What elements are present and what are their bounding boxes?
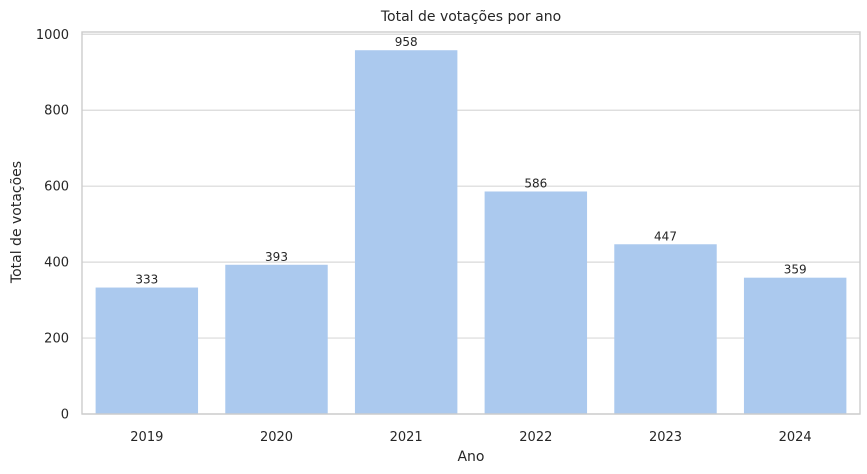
y-tick-label: 1000: [36, 28, 69, 43]
grid-layer: [82, 33, 860, 415]
chart-title: Total de votações por ano: [380, 9, 561, 25]
x-tick-label: 2023: [649, 430, 682, 445]
data-label-2022: 586: [524, 176, 547, 190]
y-tick-label: 0: [61, 408, 69, 423]
data-label-2021: 958: [395, 35, 418, 49]
data-label-2019: 333: [135, 273, 158, 287]
y-tick-label: 200: [44, 332, 69, 347]
x-tick-label: 2021: [390, 430, 423, 445]
data-label-2024: 359: [784, 263, 807, 277]
bar-2022: [484, 191, 588, 414]
y-tick-label: 800: [44, 104, 69, 119]
bar-2019: [95, 287, 199, 414]
plot-frame: [81, 31, 861, 415]
data-label-2023: 447: [654, 229, 677, 243]
y-tick-label: 400: [44, 256, 69, 271]
bar-2023: [614, 244, 717, 414]
y-tick-label: 600: [44, 180, 69, 195]
labels-layer: 333 393 958 586 447 359: [135, 35, 806, 286]
bar-2021: [354, 50, 458, 415]
x-tick-label: 2024: [779, 430, 812, 445]
data-label-2020: 393: [265, 250, 288, 264]
x-tick-label: 2020: [260, 430, 293, 445]
bars-layer: [95, 50, 847, 415]
x-tick-label: 2022: [519, 430, 552, 445]
x-axis-label: Ano: [457, 449, 484, 465]
axes-layer: 0 200 400 600 800 1000 2019 2020 2021 2022 2023 202…: [36, 28, 861, 445]
bar-2024: [743, 277, 847, 414]
y-axis-label: Total de votações: [9, 161, 25, 284]
bar-2020: [225, 264, 328, 414]
x-tick-label: 2019: [130, 430, 163, 445]
